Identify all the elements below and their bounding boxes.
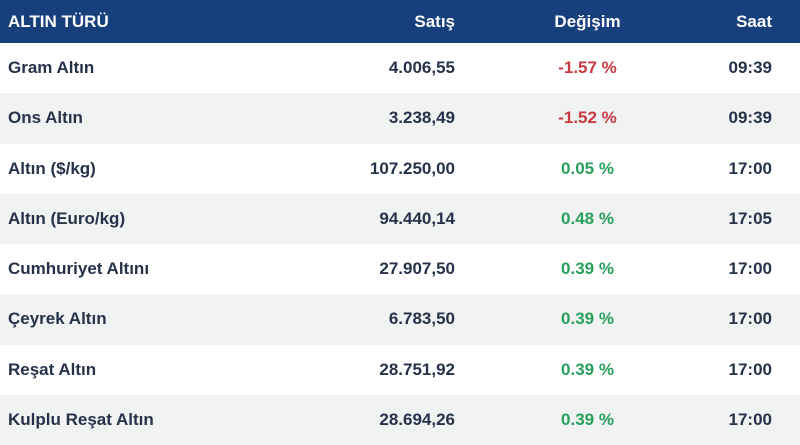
- table-row[interactable]: Altın (Euro/kg) 94.440,14 0.48 % 17:05: [0, 193, 800, 244]
- table-row[interactable]: Ons Altın 3.238,49 -1.52 % 09:39: [0, 93, 800, 144]
- time-cell: 17:00: [728, 309, 772, 329]
- change-percent-cell: 0.39 %: [561, 409, 614, 429]
- gold-type-cell: Altın (Euro/kg): [8, 208, 126, 228]
- table-body: Gram Altın 4.006,55 -1.57 % 09:39 Ons Al…: [0, 43, 800, 445]
- table-row[interactable]: Reşat Altın 28.751,92 0.39 % 17:00: [0, 344, 800, 395]
- time-cell: 17:00: [728, 259, 772, 279]
- sell-price-cell: 28.694,26: [379, 409, 455, 429]
- header-sell: Satış: [414, 11, 455, 31]
- gold-type-cell: Altın ($/kg): [8, 158, 96, 178]
- sell-price-cell: 107.250,00: [369, 158, 455, 178]
- header-gold-type: ALTIN TÜRÜ: [8, 11, 109, 31]
- sell-price-cell: 27.907,50: [379, 259, 455, 279]
- table-row[interactable]: Kulplu Reşat Altın 28.694,26 0.39 % 17:0…: [0, 394, 800, 445]
- change-percent-cell: 0.39 %: [561, 309, 614, 329]
- gold-type-cell: Gram Altın: [8, 58, 95, 78]
- table-row[interactable]: Gram Altın 4.006,55 -1.57 % 09:39: [0, 43, 800, 94]
- time-cell: 09:39: [728, 108, 772, 128]
- table-row[interactable]: Cumhuriyet Altını 27.907,50 0.39 % 17:00: [0, 244, 800, 295]
- sell-price-cell: 3.238,49: [388, 108, 455, 128]
- change-percent-cell: -1.52 %: [558, 108, 617, 128]
- header-change: Değişim: [554, 11, 621, 31]
- change-percent-cell: 0.39 %: [561, 259, 614, 279]
- header-time: Saat: [736, 11, 772, 31]
- change-percent-cell: 0.39 %: [561, 359, 614, 379]
- time-cell: 17:00: [728, 158, 772, 178]
- change-percent-cell: -1.57 %: [558, 58, 617, 78]
- sell-price-cell: 6.783,50: [388, 309, 455, 329]
- table-row[interactable]: Altın ($/kg) 107.250,00 0.05 % 17:00: [0, 143, 800, 194]
- gold-type-cell: Kulplu Reşat Altın: [8, 409, 154, 429]
- gold-type-cell: Çeyrek Altın: [8, 309, 107, 329]
- gold-type-cell: Reşat Altın: [8, 359, 97, 379]
- time-cell: 17:00: [728, 409, 772, 429]
- sell-price-cell: 4.006,55: [388, 58, 455, 78]
- sell-price-cell: 28.751,92: [379, 359, 455, 379]
- time-cell: 17:00: [728, 359, 772, 379]
- time-cell: 09:39: [728, 58, 772, 78]
- gold-type-cell: Ons Altın: [8, 108, 83, 128]
- table-header-row: ALTIN TÜRÜ Satış Değişim Saat: [0, 0, 800, 43]
- sell-price-cell: 94.440,14: [379, 208, 455, 228]
- change-percent-cell: 0.05 %: [561, 158, 614, 178]
- time-cell: 17:05: [728, 208, 772, 228]
- gold-type-cell: Cumhuriyet Altını: [8, 259, 150, 279]
- table-row[interactable]: Çeyrek Altın 6.783,50 0.39 % 17:00: [0, 294, 800, 345]
- change-percent-cell: 0.48 %: [561, 208, 614, 228]
